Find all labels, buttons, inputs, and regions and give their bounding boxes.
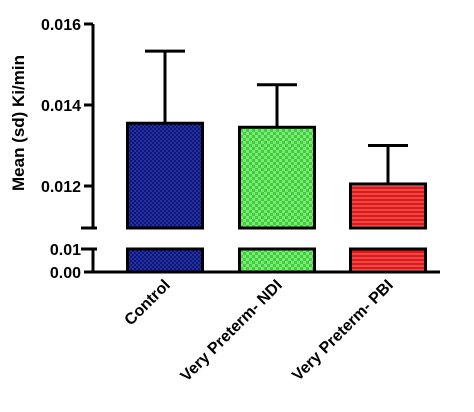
x-category-label: Very Preterm- NDI bbox=[178, 277, 286, 385]
bars bbox=[126, 49, 427, 274]
x-category-label: Control bbox=[122, 277, 174, 329]
bar-2-upper bbox=[349, 182, 427, 230]
x-category-label: Very Preterm- PBI bbox=[289, 277, 397, 385]
bar-0-lower bbox=[126, 247, 204, 274]
bar-2-lower bbox=[349, 247, 427, 274]
y-tick-label: 0.00 bbox=[50, 265, 81, 282]
bar-1-upper bbox=[238, 125, 316, 230]
x-axis-labels: Control Very Preterm- NDI Very Preterm- PB… bbox=[122, 277, 397, 385]
y-tick-label: 0.01 bbox=[50, 242, 81, 259]
y-axis-title: Mean (sd) Ki/min bbox=[9, 55, 28, 191]
y-tick-label: 0.016 bbox=[41, 17, 81, 34]
y-tick-label: 0.014 bbox=[41, 98, 81, 115]
bar-0-upper bbox=[126, 121, 204, 230]
y-tick-label: 0.012 bbox=[41, 179, 81, 196]
bar-1-lower bbox=[238, 247, 316, 274]
